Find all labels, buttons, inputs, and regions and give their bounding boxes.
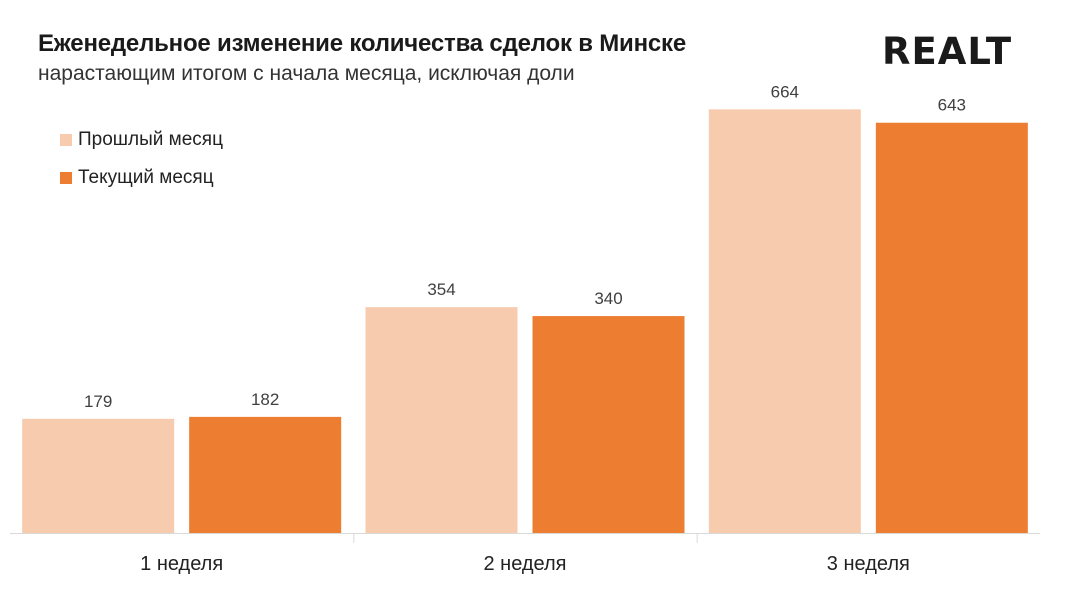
data-label-current-2: 340 <box>594 289 622 308</box>
data-label-previous-1: 179 <box>84 392 112 411</box>
legend-swatch-previous <box>60 134 72 146</box>
legend-item-current: Текущий месяц <box>60 166 223 190</box>
bar-current-2 <box>532 316 685 533</box>
x-tick-label-2: 2 неделя <box>483 553 566 575</box>
bar-previous-3 <box>708 109 861 533</box>
data-label-current-1: 182 <box>251 390 279 409</box>
bar-previous-2 <box>365 307 518 533</box>
bar-current-3 <box>875 122 1028 533</box>
legend-item-previous: Прошлый месяц <box>60 128 223 152</box>
bar-previous-1 <box>22 418 175 533</box>
bar-current-1 <box>189 416 342 533</box>
chart-subtitle: нарастающим итогом с начала месяца, искл… <box>38 62 575 85</box>
legend-label-current: Текущий месяц <box>78 167 214 188</box>
brand-logo: REALT <box>882 30 1013 73</box>
chart-title: Еженедельное изменение количества сделок… <box>38 30 686 57</box>
x-tick-label-3: 3 неделя <box>827 553 910 575</box>
chart-legend: Прошлый месяц Текущий месяц <box>60 128 223 204</box>
data-label-current-3: 643 <box>938 96 966 115</box>
x-tick-label-1: 1 неделя <box>140 553 223 575</box>
legend-swatch-current <box>60 172 72 184</box>
data-label-previous-2: 354 <box>427 280 455 299</box>
data-label-previous-3: 664 <box>771 82 799 101</box>
legend-label-previous: Прошлый месяц <box>78 129 223 150</box>
